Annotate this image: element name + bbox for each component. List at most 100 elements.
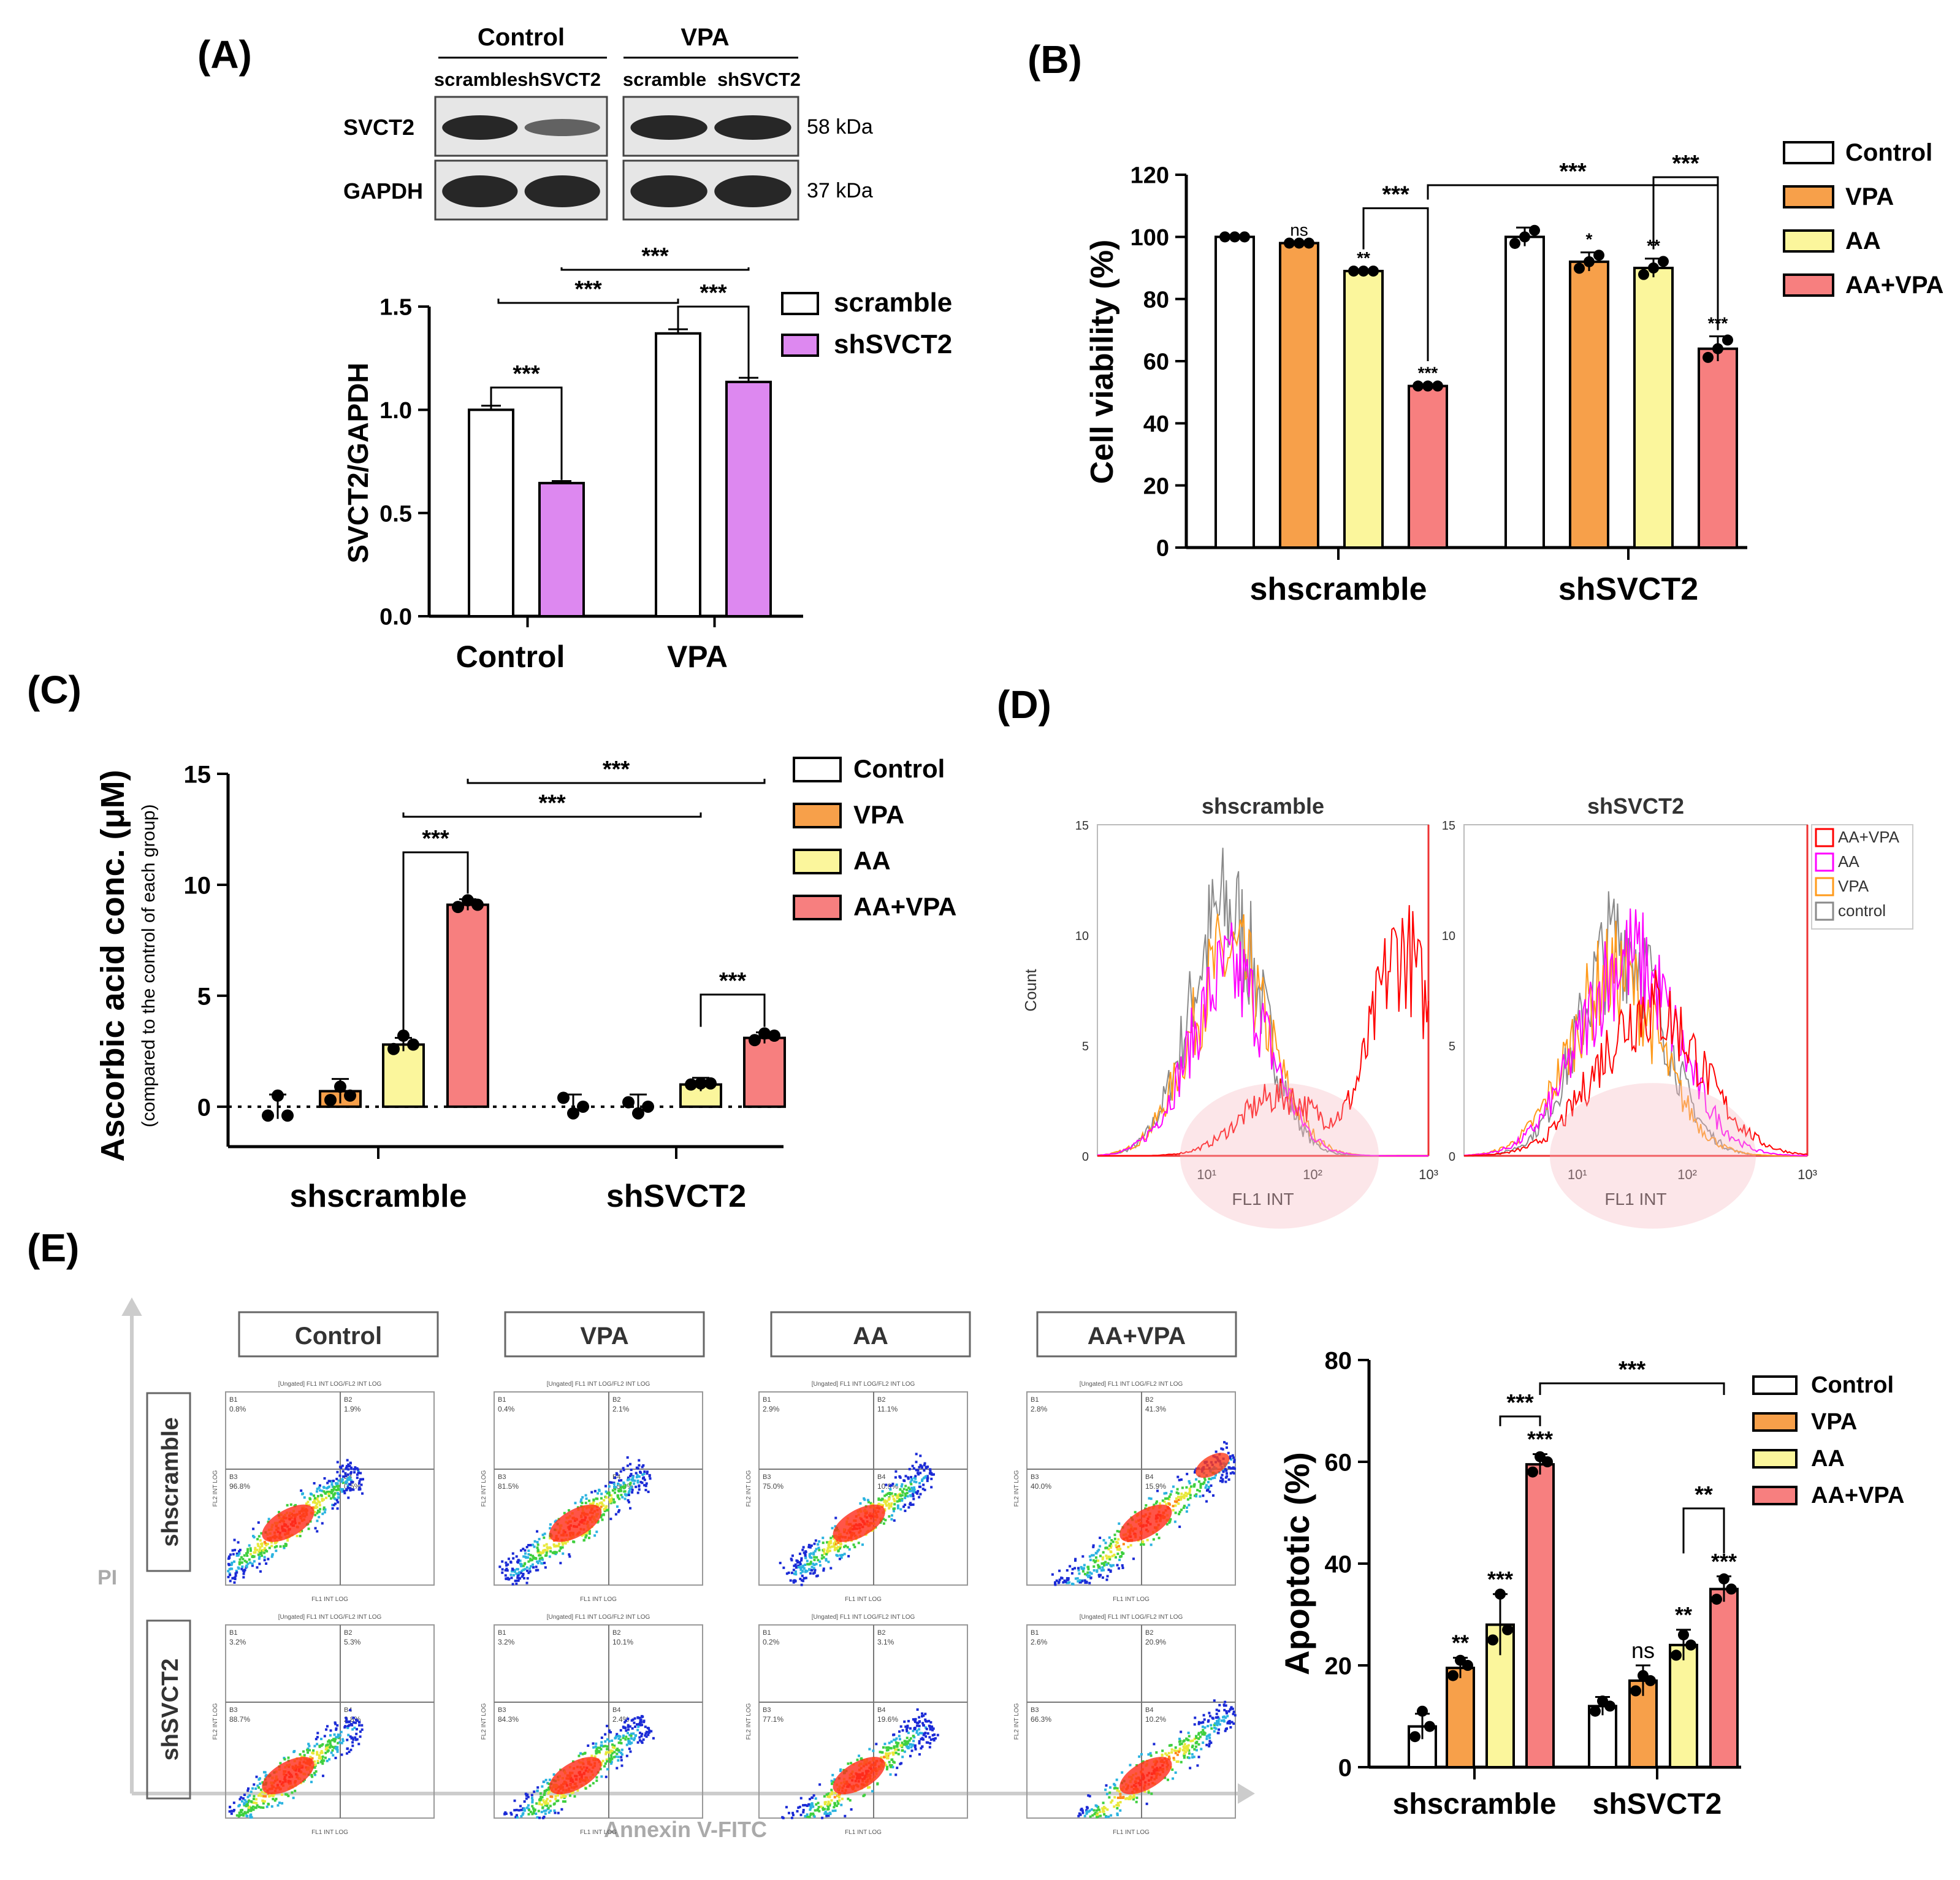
scatter-dot (641, 1465, 644, 1469)
scatter-dot (923, 1488, 926, 1491)
scatter-x-label: FL1 INT LOG (1113, 1829, 1150, 1836)
scatter-dot (229, 1580, 232, 1583)
scatter-dot (506, 1563, 509, 1566)
scatter-dot (603, 1765, 606, 1768)
scatter-dot (564, 1795, 567, 1798)
scatter-dot (243, 1811, 246, 1814)
scatter-dot (243, 1794, 246, 1797)
scatter-dot (833, 1545, 836, 1548)
scatter-dot (544, 1802, 547, 1805)
chart-b-point (1638, 269, 1649, 280)
scatter-dot (543, 1561, 546, 1564)
scatter-dot (839, 1543, 842, 1546)
scatter-dot (796, 1809, 799, 1813)
scatter-dot (1220, 1447, 1223, 1450)
scatter-quadrant-value: 3.2% (498, 1638, 515, 1646)
scatter-dot (256, 1566, 259, 1569)
scatter-dot (540, 1562, 543, 1565)
scatter-dot (915, 1461, 918, 1464)
scatter-dot (264, 1542, 267, 1545)
scatter-dot (275, 1797, 278, 1800)
scatter-dot (351, 1480, 354, 1483)
scatter-dot (909, 1488, 912, 1491)
scatter-dot (525, 1581, 528, 1584)
scatter-dot (909, 1481, 912, 1484)
chart-b-point (1422, 380, 1433, 392)
scatter-dot (628, 1475, 631, 1478)
scatter-dot (1131, 1796, 1134, 1799)
scatter-dot (606, 1748, 609, 1751)
scatter-dot (1214, 1722, 1217, 1725)
panel-label-c: (C) (27, 668, 82, 712)
scatter-dot (620, 1494, 623, 1497)
scatter-dot (300, 1529, 303, 1532)
scatter-dot (830, 1779, 833, 1783)
scatter-dot (299, 1535, 302, 1538)
scatter-dot (1173, 1758, 1176, 1761)
scatter-dot (820, 1805, 823, 1808)
scatter-dot (1058, 1569, 1061, 1572)
scatter-row-box (146, 1619, 191, 1800)
scatter-dot (890, 1514, 893, 1517)
scatter-dot (910, 1478, 913, 1481)
scatter-dot (928, 1724, 931, 1727)
scatter-dot (1199, 1495, 1202, 1498)
scatter-dot (1055, 1579, 1058, 1582)
scatter-dot (614, 1488, 617, 1491)
scatter-dot (326, 1759, 329, 1762)
scatter-dot (922, 1733, 925, 1737)
scatter-dot (837, 1546, 840, 1549)
scatter-dot (316, 1732, 319, 1735)
scatter-dot (852, 1543, 855, 1546)
chart-e-bar (1669, 1643, 1698, 1769)
scatter-dot (810, 1544, 813, 1547)
chart-a-sig-3-label: *** (700, 280, 727, 306)
scatter-dot (899, 1738, 902, 1741)
scatter-dot (627, 1500, 630, 1504)
scatter-dot (532, 1566, 535, 1569)
scatter-dot (1138, 1755, 1141, 1758)
scatter-dot (1070, 1572, 1073, 1575)
scatter-dot (802, 1809, 805, 1812)
scatter-dot (1073, 1559, 1077, 1562)
scatter-dot (1174, 1504, 1177, 1507)
scatter-dot (335, 1488, 338, 1491)
scatter-dot (920, 1738, 923, 1741)
scatter-dot (235, 1571, 238, 1574)
scatter-dot (804, 1550, 807, 1553)
scatter-dot (1098, 1575, 1101, 1578)
scatter-dot (516, 1816, 519, 1819)
scatter-dot (913, 1480, 916, 1483)
scatter-dot (829, 1546, 832, 1549)
scatter-dot (597, 1492, 600, 1495)
scatter-dot (600, 1492, 603, 1496)
scatter-dot (540, 1803, 543, 1806)
scatter-dot (1105, 1816, 1108, 1819)
scatter-dot (1215, 1716, 1218, 1719)
scatter-dot (639, 1471, 643, 1474)
scatter-dot (636, 1480, 639, 1483)
scatter-dot (525, 1806, 528, 1809)
scatter-dot (272, 1797, 275, 1800)
scatter-dot (877, 1502, 880, 1505)
scatter-dot (1165, 1523, 1169, 1526)
scatter-dot (1106, 1575, 1109, 1578)
scatter-dot (1096, 1549, 1099, 1553)
scatter-dot (1117, 1567, 1120, 1570)
scatter-dot (901, 1741, 904, 1744)
chart-c-sig-3-bracket (402, 812, 702, 818)
chart-c-point (272, 1089, 284, 1102)
scatter-dot (269, 1794, 272, 1797)
scatter-dot (894, 1493, 897, 1496)
scatter-dot (359, 1472, 362, 1475)
scatter-dot (623, 1721, 627, 1724)
chart-a-sig-2-bracket (497, 299, 679, 304)
scatter-dot (1170, 1751, 1173, 1754)
hist-y-tick-label: 5 (1449, 1040, 1455, 1053)
scatter-dot (897, 1748, 900, 1751)
scatter-dot (253, 1555, 256, 1558)
scatter-dot (601, 1759, 604, 1762)
scatter-dot (243, 1569, 246, 1572)
scatter-dot (815, 1562, 818, 1565)
scatter-dot (227, 1575, 230, 1578)
